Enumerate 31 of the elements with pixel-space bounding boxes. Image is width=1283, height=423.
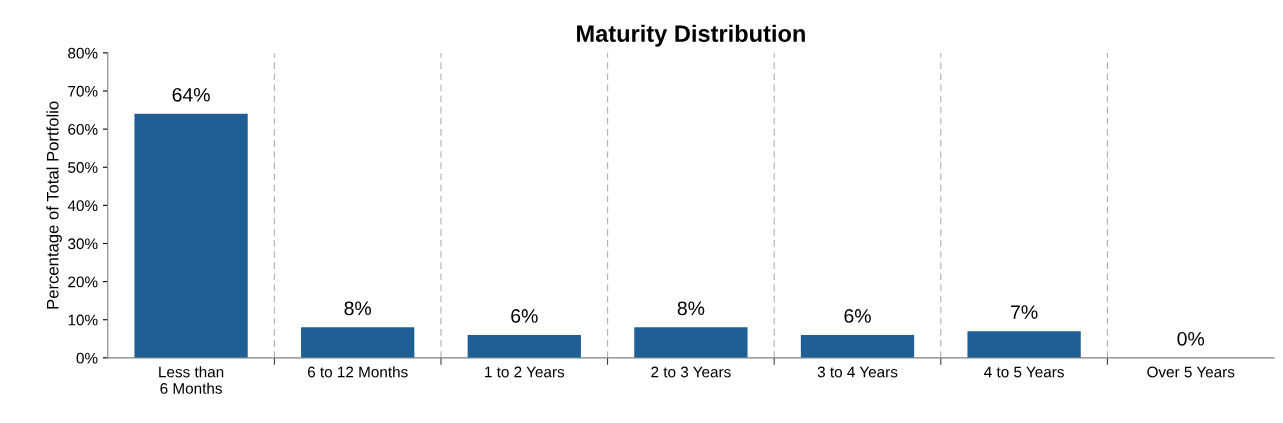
bar: [467, 334, 581, 358]
y-tick-label: 20%: [68, 276, 98, 288]
x-tick-label: 6 to 12 Months: [307, 366, 408, 378]
bar: [634, 327, 748, 358]
x-tick-label: 4 to 5 Years: [984, 366, 1064, 378]
y-tick-label: 60%: [68, 123, 98, 135]
data-label: 8%: [344, 301, 372, 316]
y-tick-label: 70%: [68, 85, 98, 97]
bar: [134, 113, 248, 358]
y-tick-label: 50%: [68, 162, 98, 173]
y-tick-label: 40%: [67, 200, 98, 212]
y-tick-label: 30%: [68, 238, 98, 250]
y-tick-label: 0%: [76, 352, 98, 364]
x-tick-label: 2 to 3 Years: [651, 366, 731, 378]
x-tick-label: 1 to 2 Years: [485, 366, 565, 378]
y-tick-label: 80%: [68, 47, 98, 59]
x-tick-label: Over 5 Years: [1147, 366, 1235, 378]
y-tick-label: 10%: [68, 314, 98, 326]
chart-title: Maturity Distribution: [577, 24, 805, 47]
data-label: 7%: [1011, 305, 1038, 319]
data-label: 64%: [172, 87, 210, 102]
bar: [301, 327, 415, 358]
data-label: 6%: [844, 309, 871, 323]
x-tick-label: Less than 6 Months: [159, 366, 224, 394]
data-label: 8%: [677, 301, 705, 316]
bar: [800, 334, 915, 358]
bar: [967, 331, 1081, 358]
y-axis-title: Percentage of Total Portfolio: [46, 101, 62, 309]
data-label: 6%: [511, 309, 538, 323]
x-tick-label: 3 to 4 Years: [817, 366, 898, 378]
data-label: 0%: [1177, 331, 1205, 346]
